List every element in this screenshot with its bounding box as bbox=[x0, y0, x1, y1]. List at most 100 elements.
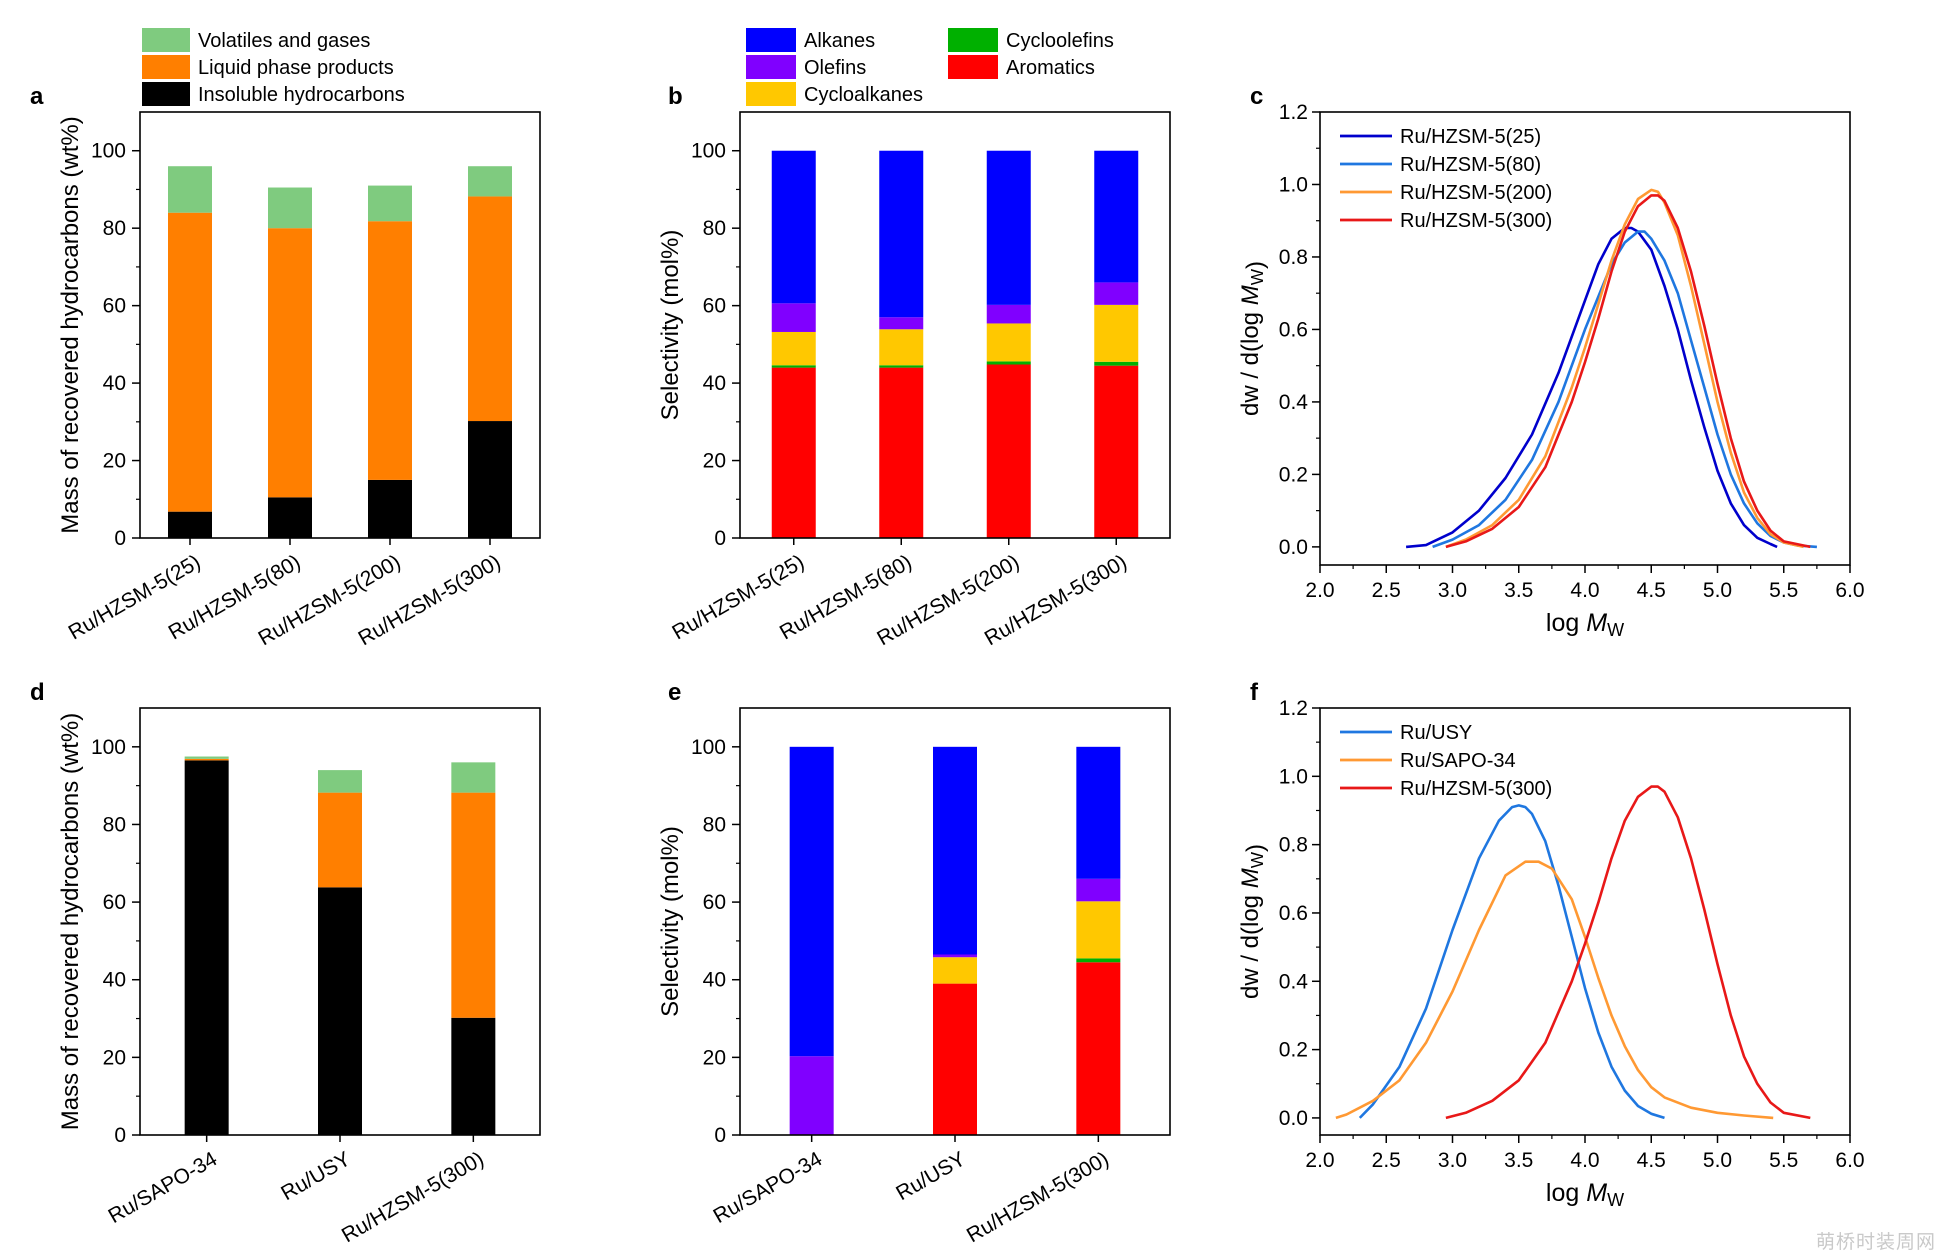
plot-frame bbox=[1319, 111, 1851, 566]
legend-label: Ru/SAPO-34 bbox=[1400, 750, 1516, 772]
bar-b-2-2 bbox=[986, 323, 1031, 362]
legend-swatch bbox=[746, 28, 796, 52]
bar-e-1-4 bbox=[933, 746, 977, 955]
bar-e-2-2 bbox=[1076, 901, 1121, 959]
x-tick-label: 5.0 bbox=[1703, 579, 1732, 602]
x-tick-label: 4.0 bbox=[1570, 1149, 1599, 1172]
x-tick-label: 4.0 bbox=[1570, 579, 1599, 602]
bar-b-2-3 bbox=[986, 304, 1031, 324]
y-tick-label: 60 bbox=[103, 295, 126, 318]
bar-b-2-1 bbox=[986, 361, 1031, 365]
x-tick-label: 5.5 bbox=[1769, 1149, 1798, 1172]
bar-b-0-3 bbox=[771, 303, 816, 332]
y-tick-label: 40 bbox=[703, 372, 726, 395]
y-tick-label: 1.2 bbox=[1279, 697, 1308, 720]
y-tick-label: 1.0 bbox=[1279, 765, 1308, 788]
panel-b: b020406080100Ru/HZSM-5(25)Ru/HZSM-5(80)R… bbox=[657, 28, 1171, 650]
series-line-f-1 bbox=[1335, 860, 1774, 1120]
bar-e-1-3 bbox=[933, 954, 977, 958]
legend-label: Ru/HZSM-5(300) bbox=[1400, 778, 1552, 800]
bar-e-0-4 bbox=[789, 746, 834, 1057]
y-tick-label: 0.0 bbox=[1279, 1107, 1308, 1130]
y-tick-label: 0.6 bbox=[1279, 902, 1308, 925]
y-axis-label: Mass of recovered hydrocarbons (wt%) bbox=[57, 713, 84, 1131]
bar-d-1-2 bbox=[318, 770, 362, 793]
y-tick-label: 0.0 bbox=[1279, 536, 1308, 559]
plot-frame bbox=[139, 111, 541, 539]
legend-swatch bbox=[142, 55, 190, 79]
legend-swatch bbox=[948, 28, 998, 52]
y-axis-label: Mass of recovered hydrocarbons (wt%) bbox=[57, 116, 84, 534]
panel-letter-d: d bbox=[30, 679, 45, 706]
y-tick-label: 100 bbox=[91, 140, 126, 163]
panel-f: f 0.0 0.2 0.4 0.6 0.8 1.0 1.2 2.0 2.5 3.0 3.5 4.0 4.5… bbox=[1237, 679, 1865, 1210]
legend-label: Ru/HZSM-5(80) bbox=[1400, 154, 1541, 176]
bar-b-3-2 bbox=[1094, 304, 1139, 362]
bar-e-0-3 bbox=[789, 1056, 834, 1135]
y-tick-label: 1.0 bbox=[1279, 173, 1308, 196]
legend-label: Liquid phase products bbox=[198, 57, 394, 79]
y-tick-label: 20 bbox=[703, 1046, 726, 1069]
bar-b-3-4 bbox=[1094, 150, 1139, 283]
x-tick-label: 6.0 bbox=[1835, 579, 1864, 602]
bar-e-2-0 bbox=[1076, 962, 1121, 1135]
x-tick-label: 3.5 bbox=[1504, 1149, 1533, 1172]
bar-a-2-1 bbox=[368, 221, 412, 480]
x-tick-label: 2.0 bbox=[1305, 1149, 1334, 1172]
x-tick-label: 2.5 bbox=[1372, 1149, 1401, 1172]
y-tick-label: 40 bbox=[103, 969, 126, 992]
bar-b-1-3 bbox=[879, 317, 924, 330]
bar-a-3-2 bbox=[468, 166, 512, 197]
x-tick-label: 5.0 bbox=[1703, 1149, 1732, 1172]
y-tick-label: 0 bbox=[714, 1124, 726, 1147]
panel-c: c 0.0 0.2 0.4 0.6 0.8 1.0 1.2 2.0 2.5 3.0 3.5 4.0 4.5… bbox=[1237, 83, 1865, 640]
bar-e-2-4 bbox=[1076, 746, 1121, 879]
x-tick-label: Ru/SAPO-34 bbox=[710, 1147, 827, 1228]
series-line-f-2 bbox=[1445, 785, 1811, 1120]
legend-label: Cycloalkanes bbox=[804, 84, 923, 106]
y-tick-label: 40 bbox=[703, 969, 726, 992]
y-axis-label: dw / d(log MW) bbox=[1237, 844, 1269, 999]
y-tick-label: 80 bbox=[703, 813, 726, 836]
x-tick-label: 3.0 bbox=[1438, 1149, 1467, 1172]
bar-e-2-3 bbox=[1076, 878, 1121, 902]
bar-d-1-0 bbox=[318, 887, 362, 1135]
x-tick-label: Ru/USY bbox=[892, 1147, 969, 1205]
x-tick-label: 3.5 bbox=[1504, 579, 1533, 602]
plot-frame bbox=[739, 111, 1171, 539]
bar-b-2-0 bbox=[986, 364, 1031, 538]
y-tick-label: 0.8 bbox=[1279, 834, 1308, 857]
x-tick-label: 3.0 bbox=[1438, 579, 1467, 602]
legend-label: Ru/HZSM-5(300) bbox=[1400, 210, 1552, 232]
x-tick-label: 2.0 bbox=[1305, 579, 1334, 602]
legend-label: Alkanes bbox=[804, 30, 875, 52]
y-tick-label: 80 bbox=[103, 813, 126, 836]
legend-swatch bbox=[142, 28, 190, 52]
bar-a-1-0 bbox=[268, 497, 312, 538]
legend-label: Olefins bbox=[804, 57, 866, 79]
watermark: 萌桥时装周网 bbox=[1815, 1231, 1936, 1253]
x-axis-label: log MW bbox=[1546, 1179, 1624, 1210]
x-tick-label: 5.5 bbox=[1769, 579, 1798, 602]
series-line-f-0 bbox=[1358, 804, 1665, 1120]
y-axis-label: dw / d(log MW) bbox=[1237, 261, 1269, 416]
y-tick-label: 1.2 bbox=[1279, 101, 1308, 124]
y-tick-label: 0.6 bbox=[1279, 318, 1308, 341]
bar-d-2-0 bbox=[451, 1017, 496, 1135]
legend-label: Ru/HZSM-5(200) bbox=[1400, 182, 1552, 204]
x-tick-label: 4.5 bbox=[1637, 1149, 1666, 1172]
panel-letter-f: f bbox=[1250, 679, 1259, 706]
x-tick-label: Ru/USY bbox=[277, 1147, 354, 1205]
plot-frame bbox=[1319, 707, 1851, 1136]
bar-d-2-1 bbox=[451, 792, 496, 1018]
panel-letter-a: a bbox=[30, 83, 44, 110]
y-tick-label: 100 bbox=[691, 736, 726, 759]
y-tick-label: 0.2 bbox=[1279, 1039, 1308, 1062]
bar-a-2-0 bbox=[368, 479, 412, 538]
panel-a: a020406080100Ru/HZSM-5(25)Ru/HZSM-5(80)R… bbox=[30, 28, 541, 650]
y-axis-label: Selectivity (mol%) bbox=[657, 230, 684, 421]
y-tick-label: 0.2 bbox=[1279, 463, 1308, 486]
panel-d: d 0 20 40 60 80 100 Ru/SAPO-34 Ru/USYRu/HZSM-5(3… bbox=[30, 679, 541, 1247]
x-axis-label: log MW bbox=[1546, 609, 1624, 640]
y-tick-label: 40 bbox=[103, 372, 126, 395]
